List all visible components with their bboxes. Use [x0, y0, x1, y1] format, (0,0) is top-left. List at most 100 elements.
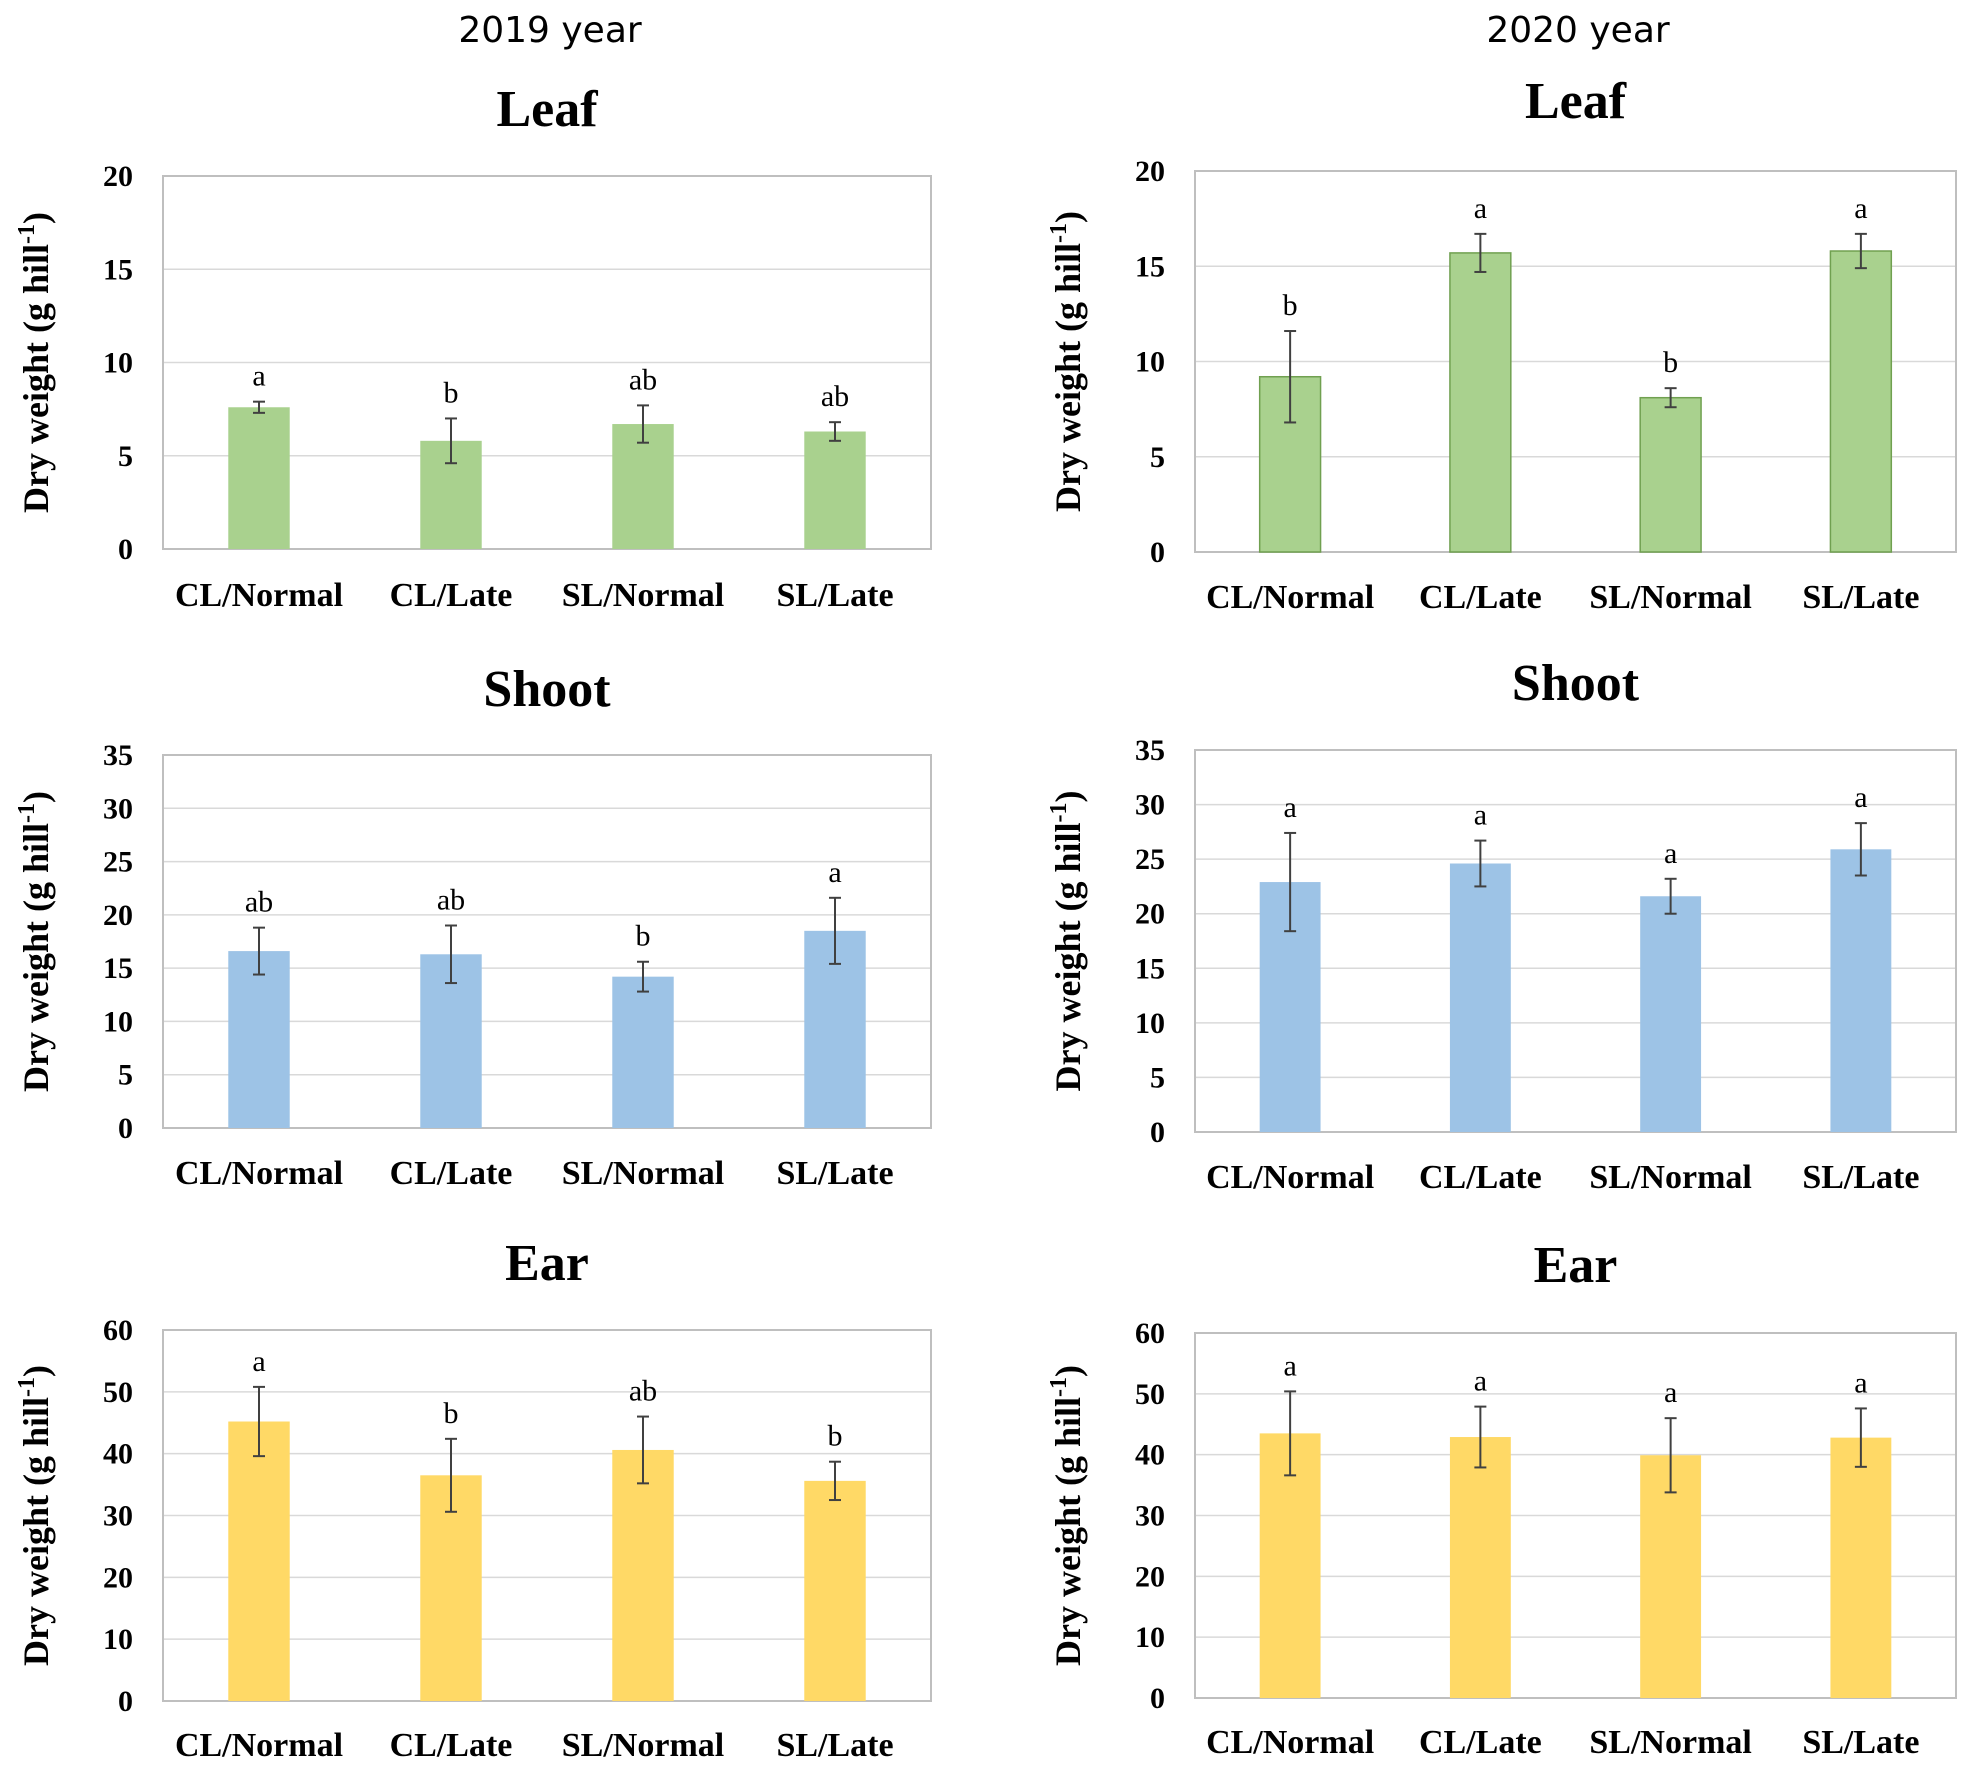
chart-shoot-2019: Shoot 0 5 10 15 20 25 30 35 Dry weight (g hill-1)…: [14, 661, 932, 1192]
bar: [1449, 863, 1511, 1132]
significance-letter: b: [1663, 346, 1678, 379]
y-tick-label: 20: [103, 899, 133, 932]
significance-letter: ab: [437, 884, 465, 917]
significance-letter: a: [252, 360, 265, 393]
y-tick-label: 10: [1135, 346, 1165, 379]
panel-title: Leaf: [1525, 73, 1627, 130]
x-category-label: CL/Late: [1419, 1159, 1542, 1196]
y-axis-label-end: ): [1048, 1365, 1088, 1377]
y-axis-label: Dry weight (g hill-1): [1046, 791, 1088, 1092]
y-axis-label-main: Dry weight (g hill: [1048, 823, 1088, 1092]
y-tick-label: 25: [103, 846, 133, 879]
significance-letter: a: [1664, 1376, 1677, 1409]
x-category-label: CL/Normal: [1206, 1724, 1374, 1761]
y-tick-label: 5: [1150, 1061, 1165, 1094]
y-tick-label: 10: [1135, 1007, 1165, 1040]
y-tick-label: 20: [103, 160, 133, 193]
y-axis-label: Dry weight (g hill-1): [14, 791, 56, 1092]
x-category-label: CL/Late: [390, 1727, 513, 1764]
y-tick-label: 0: [118, 1685, 133, 1718]
y-axis-label-sup: -1: [1046, 223, 1072, 243]
y-tick-label: 5: [118, 1059, 133, 1092]
bar: [1639, 396, 1702, 553]
x-category-label: CL/Late: [1419, 1724, 1542, 1761]
y-axis-label-sup: -1: [14, 803, 40, 823]
y-tick-label: 20: [103, 1561, 133, 1594]
y-axis-label-main: Dry weight (g hill: [16, 823, 56, 1092]
bar: [804, 431, 866, 549]
x-category-label: CL/Normal: [175, 1155, 343, 1192]
x-category-label: SL/Normal: [562, 1155, 724, 1192]
panel-title: Ear: [505, 1235, 589, 1292]
y-tick-label: 15: [103, 952, 133, 985]
y-tick-label: 5: [1150, 441, 1165, 474]
chart-leaf-2020: Leaf 0 5 10 15 20 Dry weight (g hill-1) b CL/Nor…: [1046, 73, 1957, 616]
bar: [612, 976, 674, 1128]
bar: [612, 1449, 674, 1701]
y-tick-label: 10: [103, 1623, 133, 1656]
bar: [228, 407, 290, 549]
y-tick-label: 50: [103, 1376, 133, 1409]
x-category-label: SL/Normal: [562, 577, 724, 614]
significance-letter: b: [444, 376, 459, 409]
significance-letter: b: [828, 1420, 843, 1453]
bar: [612, 424, 674, 549]
y-tick-label: 35: [103, 739, 133, 772]
x-category-label: SL/Normal: [1589, 579, 1751, 616]
y-tick-label: 30: [103, 1500, 133, 1533]
significance-letter: a: [1283, 1349, 1296, 1382]
bar: [1449, 1437, 1511, 1698]
plot-frame: [162, 1329, 932, 1702]
bar: [1830, 1437, 1892, 1698]
y-tick-label: 20: [1135, 155, 1165, 188]
bar: [1640, 896, 1702, 1132]
year-title-2019: 2019 year: [458, 10, 642, 51]
chart-ear-2019: Ear 0 10 20 30 40 50 60 Dry weight (g hill-1) a CL…: [14, 1235, 932, 1764]
y-axis-label-end: ): [16, 1365, 56, 1377]
panel-title: Shoot: [483, 661, 611, 718]
y-axis-label-sup: -1: [1046, 803, 1072, 823]
bar: [804, 1480, 866, 1701]
panel-title: Shoot: [1512, 655, 1640, 712]
y-tick-label: 10: [1135, 1621, 1165, 1654]
significance-letter: a: [828, 856, 841, 889]
significance-letter: a: [1854, 781, 1867, 814]
chart-leaf-2019: Leaf 0 5 10 15 20 Dry weight (g hill-1) a CL/Nor…: [14, 81, 932, 614]
x-category-label: CL/Late: [390, 577, 513, 614]
y-tick-label: 0: [118, 1112, 133, 1145]
y-axis-label-main: Dry weight (g hill: [1048, 243, 1088, 512]
significance-letter: a: [1854, 192, 1867, 225]
y-tick-label: 20: [1135, 1560, 1165, 1593]
y-tick-label: 30: [103, 792, 133, 825]
y-tick-label: 30: [1135, 789, 1165, 822]
significance-letter: b: [1283, 289, 1298, 322]
bar: [1259, 1433, 1321, 1698]
y-tick-label: 5: [118, 440, 133, 473]
y-axis-label: Dry weight (g hill-1): [1046, 1365, 1088, 1666]
significance-letter: ab: [245, 886, 273, 919]
x-category-label: SL/Normal: [1589, 1159, 1751, 1196]
significance-letter: a: [1283, 791, 1296, 824]
bar: [1449, 252, 1512, 553]
significance-letter: ab: [821, 380, 849, 413]
y-axis-label-main: Dry weight (g hill: [16, 1397, 56, 1666]
y-tick-label: 30: [1135, 1500, 1165, 1533]
significance-letter: a: [1474, 1365, 1487, 1398]
y-tick-label: 15: [1135, 952, 1165, 985]
y-axis-label: Dry weight (g hill-1): [14, 212, 56, 513]
plot-frame: [162, 175, 932, 550]
y-tick-label: 60: [1135, 1317, 1165, 1350]
bar: [1829, 250, 1893, 553]
bar: [420, 1475, 482, 1701]
x-category-label: SL/Late: [1802, 579, 1919, 616]
y-tick-label: 60: [103, 1314, 133, 1347]
x-category-label: SL/Normal: [562, 1727, 724, 1764]
y-axis-label-sup: -1: [14, 1377, 40, 1397]
significance-letter: a: [1474, 799, 1487, 832]
significance-letter: a: [1664, 837, 1677, 870]
y-tick-label: 10: [103, 347, 133, 380]
significance-letter: a: [1474, 192, 1487, 225]
x-category-label: CL/Late: [390, 1155, 513, 1192]
y-tick-label: 0: [1150, 1682, 1165, 1715]
